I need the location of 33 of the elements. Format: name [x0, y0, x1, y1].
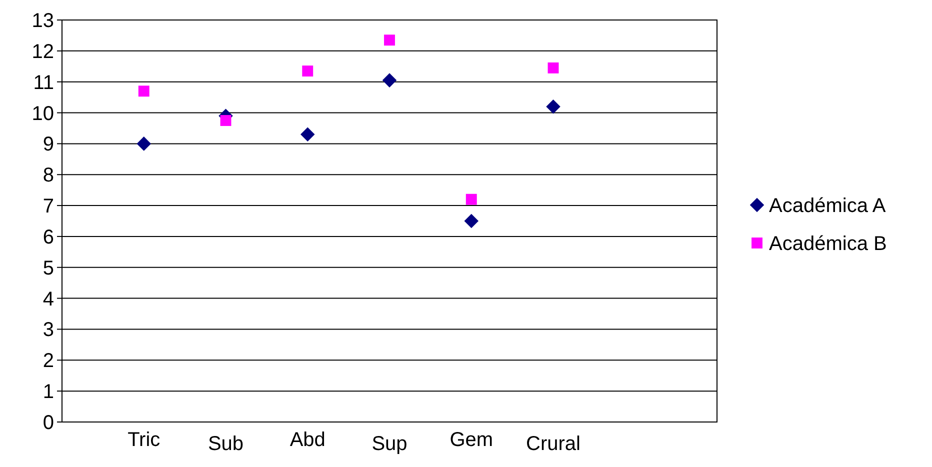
y-tick-label: 9	[42, 134, 54, 156]
y-tick-label: 13	[32, 10, 54, 32]
legend-label: Académica A	[769, 195, 886, 217]
x-tick-label: Crural	[526, 433, 580, 455]
y-tick-label: 12	[32, 40, 54, 63]
y-tick-label: 1	[42, 381, 54, 404]
point	[546, 99, 560, 114]
y-tick-label: 8	[42, 164, 54, 187]
x-tick-label: Gem	[450, 429, 494, 451]
x-tick-label: Sup	[372, 433, 408, 455]
y-tick-label: 0	[42, 412, 54, 434]
y-tick-label: 10	[32, 102, 54, 125]
x-tick-label: Abd	[290, 429, 326, 451]
point	[302, 66, 314, 76]
legend-label: Académica B	[769, 233, 887, 255]
point	[548, 62, 559, 74]
y-tick-label: 11	[33, 72, 54, 94]
point	[220, 115, 232, 126]
point	[300, 127, 315, 142]
y-tick-label: 3	[42, 319, 54, 342]
point	[136, 136, 152, 151]
point	[384, 34, 395, 46]
point	[466, 194, 477, 205]
x-tick-label: Tric	[128, 429, 160, 451]
y-tick-label: 7	[42, 196, 54, 218]
y-tick-label: 2	[42, 350, 54, 372]
x-tick-label: Sub	[208, 433, 244, 455]
point	[464, 214, 479, 228]
y-tick-label: 6	[42, 226, 54, 248]
y-tick-label: 5	[42, 257, 54, 280]
point	[382, 73, 397, 88]
point	[138, 86, 150, 97]
y-tick-label: 4	[42, 288, 54, 310]
